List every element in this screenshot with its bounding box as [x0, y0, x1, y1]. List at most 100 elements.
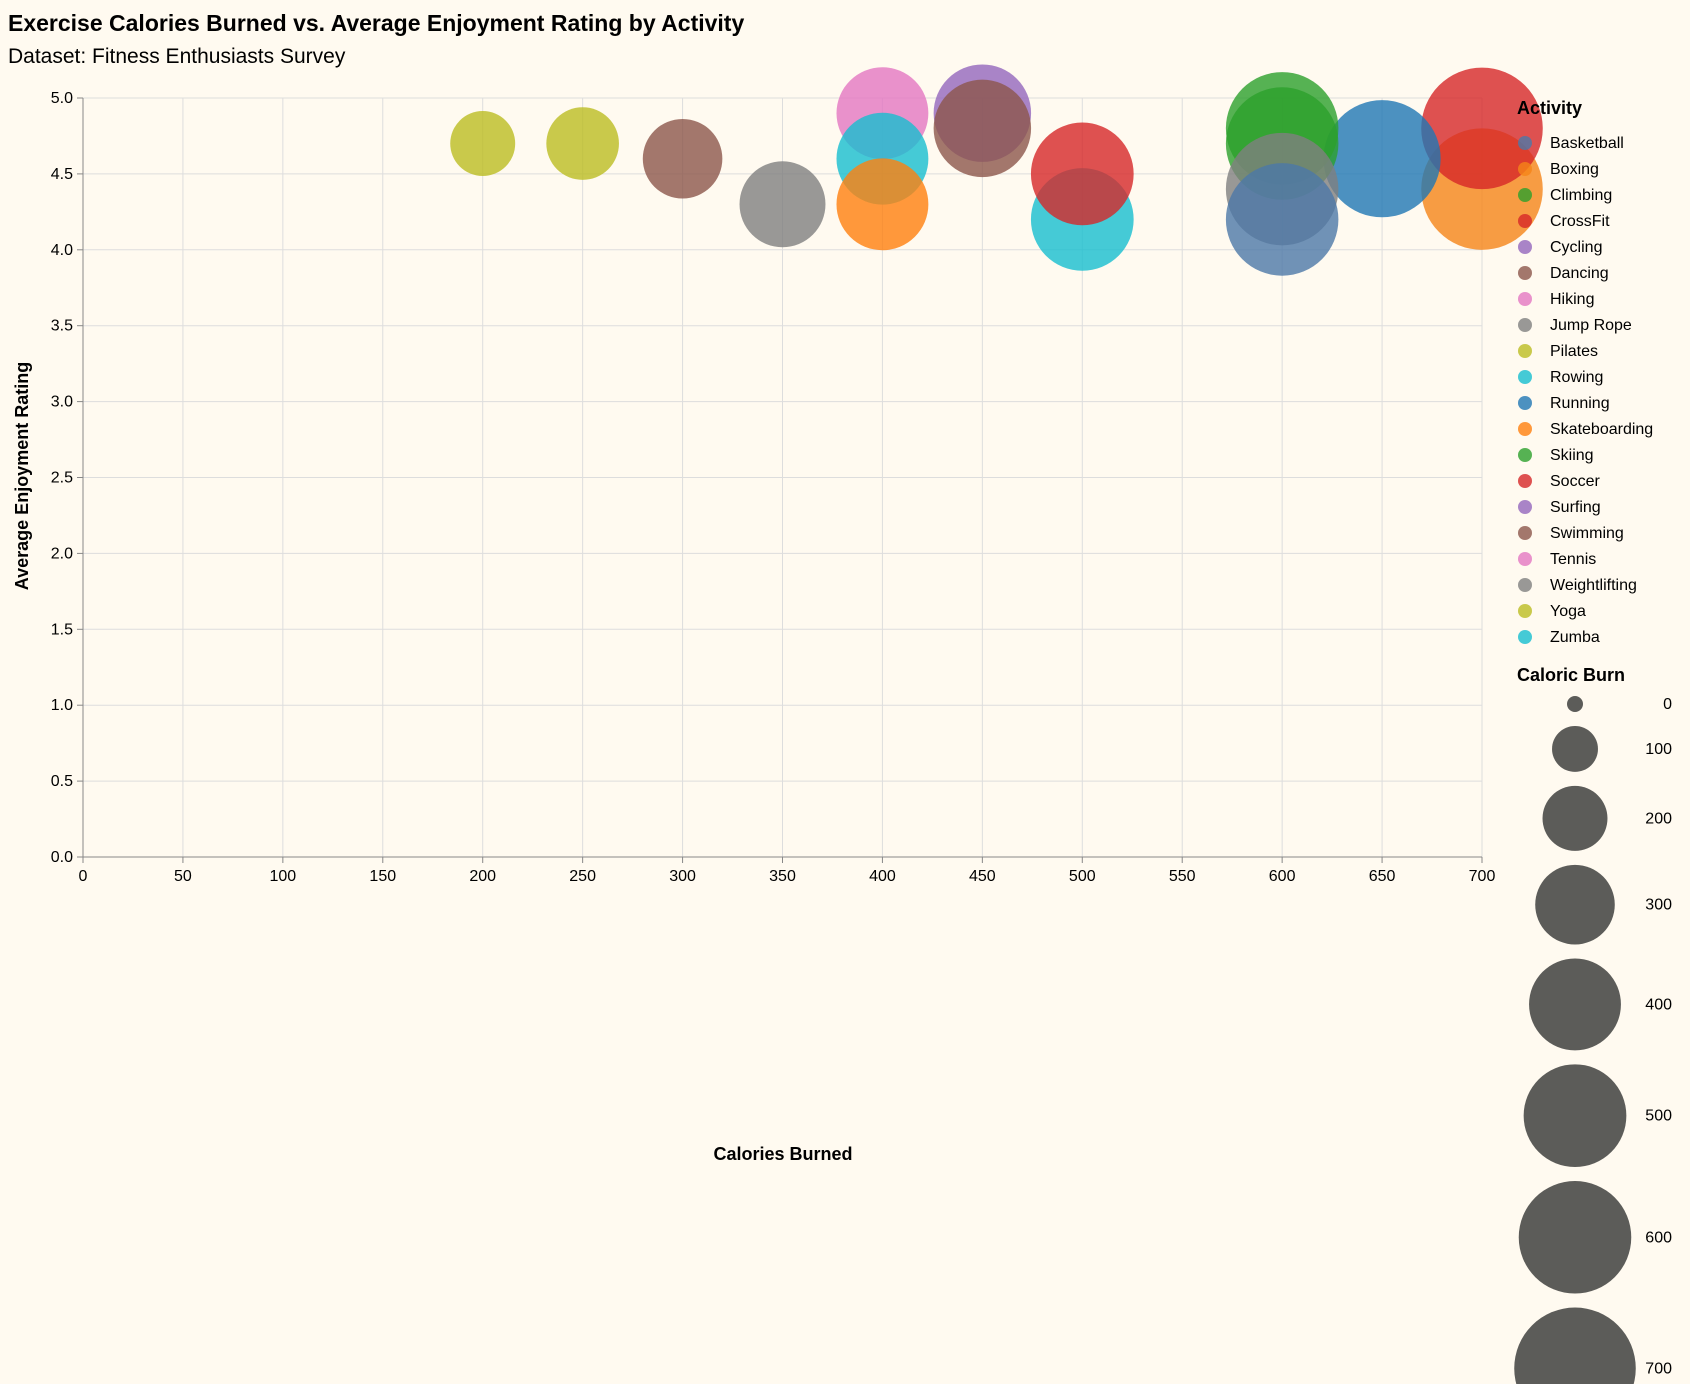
size-legend-circle	[1552, 726, 1598, 772]
legend-swatch	[1518, 136, 1532, 150]
x-tick-label: 500	[1069, 868, 1096, 885]
size-legend-circle	[1542, 785, 1608, 851]
x-tick-label: 650	[1369, 868, 1396, 885]
x-tick-label: 0	[79, 868, 88, 885]
size-legend-label: 300	[1645, 897, 1672, 914]
bubble-running	[1323, 100, 1441, 218]
legend-swatch	[1518, 214, 1532, 228]
legend-label: Dancing	[1550, 265, 1609, 282]
legend-swatch	[1518, 188, 1532, 202]
x-tick-label: 100	[270, 868, 297, 885]
legend-label: Tennis	[1550, 551, 1596, 568]
legend-swatch	[1518, 526, 1532, 540]
x-axis-title: Calories Burned	[713, 1144, 852, 1164]
size-legend-circle	[1518, 1181, 1632, 1294]
legend-label: Soccer	[1550, 473, 1600, 490]
legend-swatch	[1518, 396, 1532, 410]
y-tick-label: 2.0	[51, 545, 73, 562]
y-tick-label: 0.0	[51, 849, 73, 866]
bubble-basketball	[1225, 163, 1339, 276]
legend-swatch	[1518, 630, 1532, 644]
size-legend-label: 0	[1663, 696, 1672, 713]
legend-label: Hiking	[1550, 291, 1594, 308]
x-tick-label: 550	[1169, 868, 1196, 885]
bubble-swimming	[933, 79, 1032, 178]
data-points	[450, 64, 1543, 276]
legend-label: Skateboarding	[1550, 421, 1653, 438]
y-tick-label: 1.0	[51, 697, 73, 714]
y-tick-label: 4.0	[51, 242, 73, 259]
legend-label: Climbing	[1550, 187, 1612, 204]
legend-label: Pilates	[1550, 343, 1598, 360]
legend-swatch	[1518, 240, 1532, 254]
size-legend-label: 600	[1645, 1229, 1672, 1246]
caloric-burn-legend-title: Caloric Burn	[1517, 665, 1625, 685]
legend-label: CrossFit	[1550, 213, 1610, 230]
legend-swatch	[1518, 318, 1532, 332]
legend-label: Jump Rope	[1550, 317, 1632, 334]
size-legend-label: 400	[1645, 996, 1672, 1013]
y-tick-label: 0.5	[51, 773, 73, 790]
bubble-soccer	[1421, 67, 1543, 190]
legend-swatch	[1518, 162, 1532, 176]
size-legend-circle	[1567, 696, 1583, 712]
caloric-burn-legend: Caloric Burn 0 100 200 300 400 500 600 700	[1514, 665, 1672, 1384]
y-axis-title: Average Enjoyment Rating	[12, 362, 32, 590]
bubble-dancing	[642, 118, 723, 199]
legend-label: Surfing	[1550, 499, 1601, 516]
size-legend-label: 700	[1645, 1360, 1672, 1377]
bubble-crossfit	[1030, 122, 1134, 226]
legend-swatch	[1518, 266, 1532, 280]
legend-swatch	[1518, 422, 1532, 436]
chart-title: Exercise Calories Burned vs. Average Enj…	[8, 10, 744, 36]
activity-legend: Activity Basketball Boxing Climbing CrossFi…	[1517, 98, 1653, 646]
size-legend-label: 200	[1645, 810, 1672, 827]
x-tick-label: 450	[969, 868, 996, 885]
legend-swatch	[1518, 292, 1532, 306]
size-legend-label: 100	[1645, 741, 1672, 758]
size-legend-circle	[1514, 1307, 1636, 1384]
y-tick-label: 3.5	[51, 318, 73, 335]
y-tick-label: 5.0	[51, 90, 73, 107]
y-tick-label: 3.0	[51, 394, 73, 411]
size-legend-circle	[1523, 1064, 1627, 1168]
legend-swatch	[1518, 448, 1532, 462]
bubble-pilates	[450, 111, 516, 177]
legend-label: Zumba	[1550, 629, 1600, 646]
axes: 0 50 100 150 200 250 300 350 400 450 500 550 600 650 7…	[51, 90, 1496, 885]
legend-label: Cycling	[1550, 239, 1602, 256]
y-tick-label: 4.5	[51, 166, 73, 183]
size-legend-circle	[1535, 864, 1615, 945]
activity-legend-title: Activity	[1517, 98, 1582, 118]
legend-label: Running	[1550, 395, 1610, 412]
x-tick-label: 250	[569, 868, 596, 885]
x-tick-label: 50	[174, 868, 192, 885]
legend-label: Weightlifting	[1550, 577, 1637, 594]
x-tick-label: 700	[1469, 868, 1496, 885]
legend-label: Basketball	[1550, 135, 1624, 152]
x-tick-label: 400	[869, 868, 896, 885]
x-tick-label: 350	[769, 868, 796, 885]
legend-swatch	[1518, 578, 1532, 592]
legend-swatch	[1518, 474, 1532, 488]
bubble-yoga	[546, 107, 619, 180]
y-tick-label: 1.5	[51, 621, 73, 638]
chart-subtitle: Dataset: Fitness Enthusiasts Survey	[8, 45, 346, 68]
size-legend-circle	[1529, 958, 1621, 1051]
bubble-skateboarding	[836, 158, 929, 251]
x-tick-label: 300	[669, 868, 696, 885]
x-tick-label: 200	[469, 868, 496, 885]
legend-label: Yoga	[1550, 603, 1586, 620]
x-tick-label: 150	[369, 868, 396, 885]
legend-label: Swimming	[1550, 525, 1624, 542]
legend-label: Boxing	[1550, 161, 1599, 178]
legend-swatch	[1518, 552, 1532, 566]
x-tick-label: 600	[1269, 868, 1296, 885]
legend-swatch	[1518, 370, 1532, 384]
size-legend-label: 500	[1645, 1108, 1672, 1125]
legend-label: Skiing	[1550, 447, 1594, 464]
y-tick-label: 2.5	[51, 470, 73, 487]
legend-swatch	[1518, 500, 1532, 514]
